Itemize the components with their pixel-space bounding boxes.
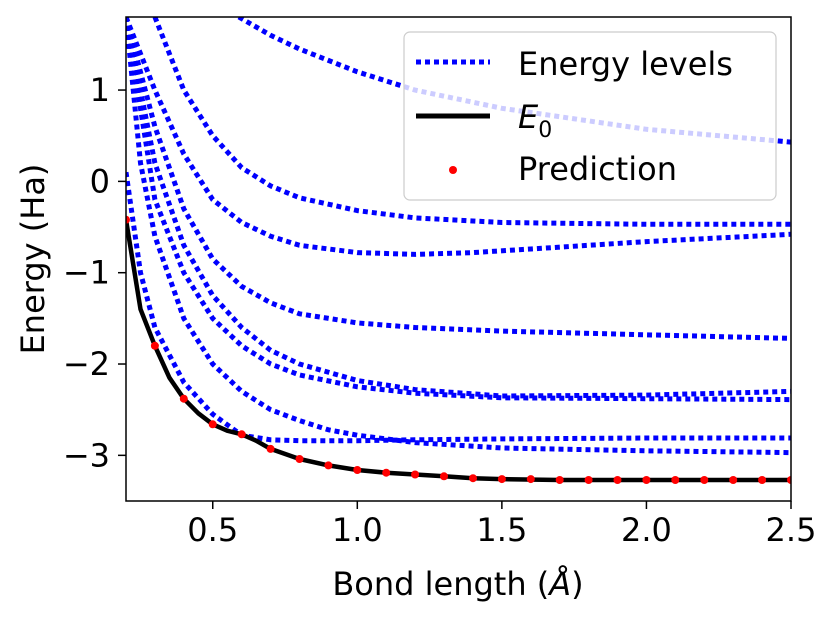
x-tick-label: 2.5 [766,511,817,549]
legend-prediction-swatch [449,166,457,174]
prediction-point [353,466,362,474]
x-tick-label: 0.5 [187,511,238,549]
y-tick-label: −3 [63,436,110,474]
prediction-point [671,476,680,484]
prediction-point [613,476,622,484]
prediction-point [382,468,391,477]
energy-level-1-line [126,171,791,444]
y-axis-ticks: 1 0 −1 −2 −3 [63,71,126,474]
energy-level-4-line [126,17,791,399]
prediction-point [469,474,477,483]
x-tick-label: 2.0 [621,511,672,549]
energy-level-6-line [126,17,791,257]
prediction-point [758,476,767,484]
y-axis-label: Energy (Ha) [14,164,52,355]
prediction-point [208,420,217,429]
x-tick-label: 1.0 [332,511,383,549]
plot-frame [125,16,792,502]
prediction-point [295,455,304,463]
prediction-point [729,476,738,484]
x-axis-label: Bond length (Å) [332,565,583,603]
y-tick-label: −2 [63,345,110,383]
energy-level-2-line [126,17,791,456]
prediction-point [526,475,535,484]
energy-level-5-line [126,17,791,341]
y-tick-label: −1 [63,254,110,292]
prediction-point [555,476,564,484]
prediction-point [497,475,506,484]
prediction-point [237,430,246,439]
legend-prediction-label: Prediction [518,150,677,188]
prediction-point [126,215,130,224]
prediction-point [179,394,188,403]
y-tick-label: 0 [90,162,110,200]
prediction-point [787,476,791,484]
prediction-point [266,444,275,453]
legend-ground-state-label: E0 [518,98,552,143]
prediction-point [150,341,159,350]
x-tick-label: 1.5 [476,511,527,549]
prediction-point [411,470,420,479]
energy-level-3-line [126,17,791,403]
series-layer [126,17,791,483]
x-axis-ticks: 0.5 1.0 1.5 2.0 2.5 [187,501,816,549]
y-tick-label: 1 [90,71,110,109]
prediction-markers [126,215,791,484]
prediction-point [700,476,709,484]
prediction-point [584,476,593,484]
prediction-point [440,472,448,481]
legend-energy-levels-label: Energy levels [518,45,733,83]
prediction-point [642,476,651,484]
legend-box [403,31,777,201]
prediction-point [324,461,333,470]
legend: Energy levels E0 Prediction [403,31,777,201]
